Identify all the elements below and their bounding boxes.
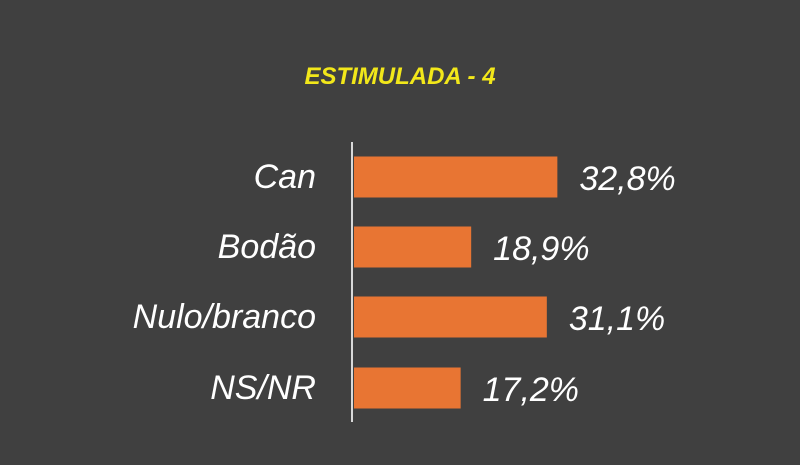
category-label-0: Can: [254, 158, 316, 196]
category-label-3: NS/NR: [210, 369, 316, 407]
bar-2: [354, 296, 547, 338]
value-label-3: 17,2%: [483, 371, 579, 409]
value-label-1: 18,9%: [493, 230, 589, 268]
category-label-2: Nulo/branco: [133, 298, 316, 336]
value-label-2: 31,1%: [569, 300, 665, 338]
chart-title: ESTIMULADA - 4: [304, 63, 496, 90]
bar-3: [354, 367, 461, 409]
value-label-0: 32,8%: [579, 160, 675, 198]
category-label-1: Bodão: [218, 228, 316, 266]
bar-0: [354, 156, 558, 198]
bar-1: [354, 226, 472, 268]
